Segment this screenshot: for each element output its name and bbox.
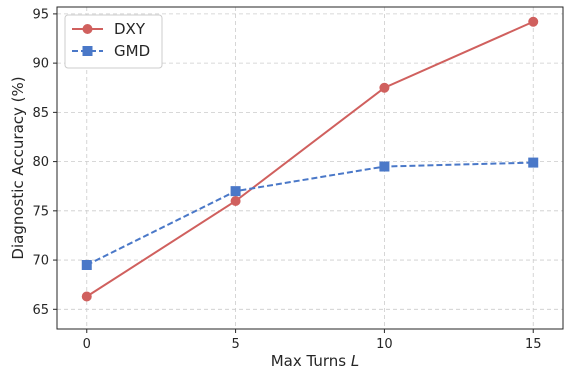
legend-label-dxy: DXY: [114, 20, 146, 38]
x-axis-variable: L: [351, 352, 359, 370]
data-point-gmd: [528, 157, 539, 168]
y-tick-label: 75: [32, 204, 49, 219]
y-axis-ticks: 65 70 75 80 85 90 95: [32, 7, 57, 318]
data-point-dxy: [230, 195, 241, 206]
series-layer: [81, 16, 539, 302]
data-point-gmd: [230, 186, 241, 197]
plot-frame: [56, 6, 564, 330]
data-point-gmd: [81, 259, 92, 270]
data-point-gmd: [379, 161, 390, 172]
y-tick-label: 85: [32, 106, 49, 121]
x-tick-label: 0: [83, 337, 91, 352]
series-line-gmd: [86, 161, 534, 266]
y-tick-label: 95: [32, 7, 49, 22]
y-tick-label: 65: [32, 303, 49, 318]
x-tick-label: 10: [376, 337, 393, 352]
y-tick-label: 70: [32, 254, 49, 269]
y-tick-label: 80: [32, 155, 49, 170]
x-axis-ticks: 0 5 10 15: [83, 329, 542, 352]
data-point-dxy: [379, 82, 390, 93]
legend-label-gmd: GMD: [114, 42, 150, 60]
series-line-dxy: [86, 20, 534, 298]
grid-lines: [57, 7, 563, 329]
data-point-dxy: [528, 16, 539, 27]
y-tick-label: 90: [32, 57, 49, 72]
data-point-dxy: [81, 291, 92, 302]
legend-marker-gmd: [82, 46, 93, 56]
x-axis-title-text: Max Turns: [271, 352, 347, 370]
series-dxy: [81, 16, 539, 302]
legend: DXY GMD: [64, 14, 163, 69]
x-tick-label: 15: [525, 337, 542, 352]
x-axis-title: Max Turns L: [271, 352, 360, 370]
y-axis-title: Diagnostic Accuracy (%): [9, 76, 27, 259]
series-gmd: [81, 157, 539, 270]
x-tick-label: 5: [231, 337, 239, 352]
legend-marker-dxy: [82, 24, 93, 34]
